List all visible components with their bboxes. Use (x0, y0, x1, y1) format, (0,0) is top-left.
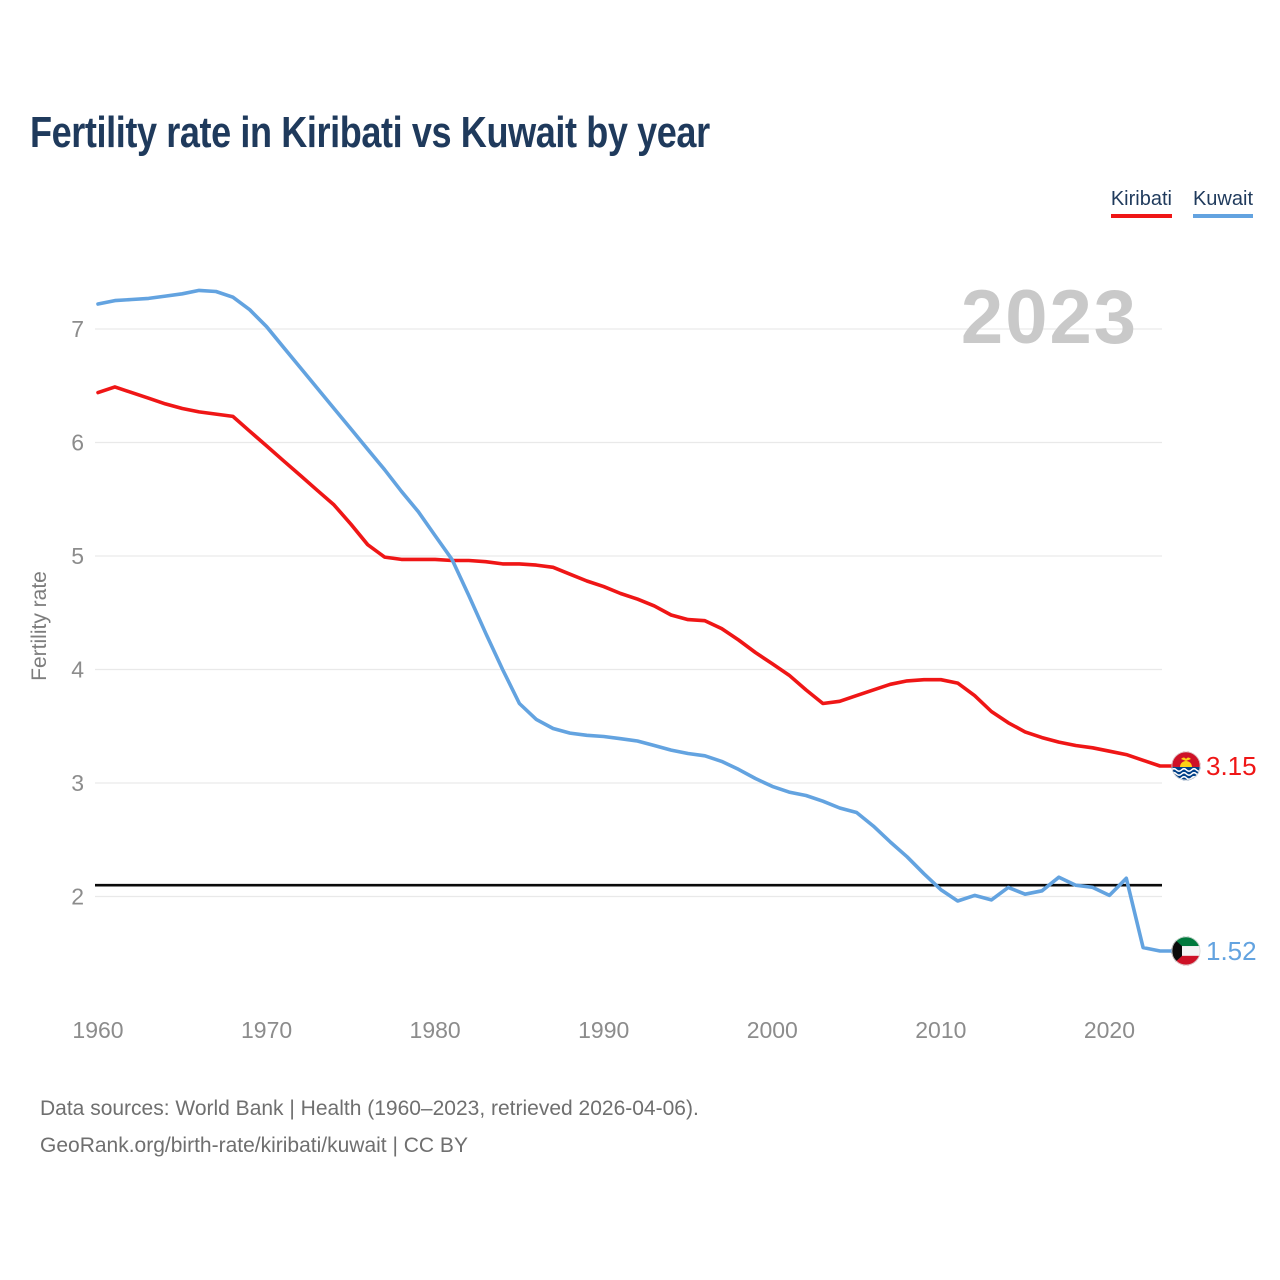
x-tick-label: 1990 (578, 1017, 629, 1043)
page-title: Fertility rate in Kiribati vs Kuwait by … (30, 108, 710, 157)
kuwait-line[interactable] (96, 288, 1174, 953)
footer: Data sources: World Bank | Health (1960–… (40, 1090, 699, 1164)
x-tick-label: 1960 (72, 1017, 123, 1043)
x-tick-label: 2000 (747, 1017, 798, 1043)
x-tick-label: 1970 (241, 1017, 292, 1043)
x-tick-label: 2010 (915, 1017, 966, 1043)
y-tick-label: 3 (71, 770, 84, 796)
kiribati-line[interactable] (96, 385, 1174, 768)
y-tick-label: 2 (71, 884, 84, 910)
x-tick-label: 1980 (410, 1017, 461, 1043)
x-tick-label: 2020 (1084, 1017, 1135, 1043)
year-watermark: 2023 (961, 275, 1138, 360)
legend-item-kiribati[interactable]: Kiribati (1110, 188, 1172, 218)
legend-item-kuwait[interactable]: Kuwait (1192, 188, 1253, 218)
y-tick-label: 7 (71, 316, 84, 342)
legend: Kiribati Kuwait (1110, 188, 1253, 218)
y-axis-title: Fertility rate (28, 571, 51, 681)
kiribati-end-value: 3.15 (1206, 751, 1257, 781)
y-tick-label: 5 (71, 543, 84, 569)
y-tick-label: 6 (71, 430, 84, 456)
kiribati-flag-icon (1171, 751, 1201, 781)
footer-attribution: GeoRank.org/birth-rate/kiribati/kuwait |… (40, 1134, 468, 1157)
kuwait-end-value: 1.52 (1206, 936, 1257, 966)
kuwait-flag-icon (1171, 936, 1201, 966)
footer-sources: Data sources: World Bank | Health (1960–… (40, 1097, 699, 1120)
y-tick-label: 4 (71, 657, 84, 683)
